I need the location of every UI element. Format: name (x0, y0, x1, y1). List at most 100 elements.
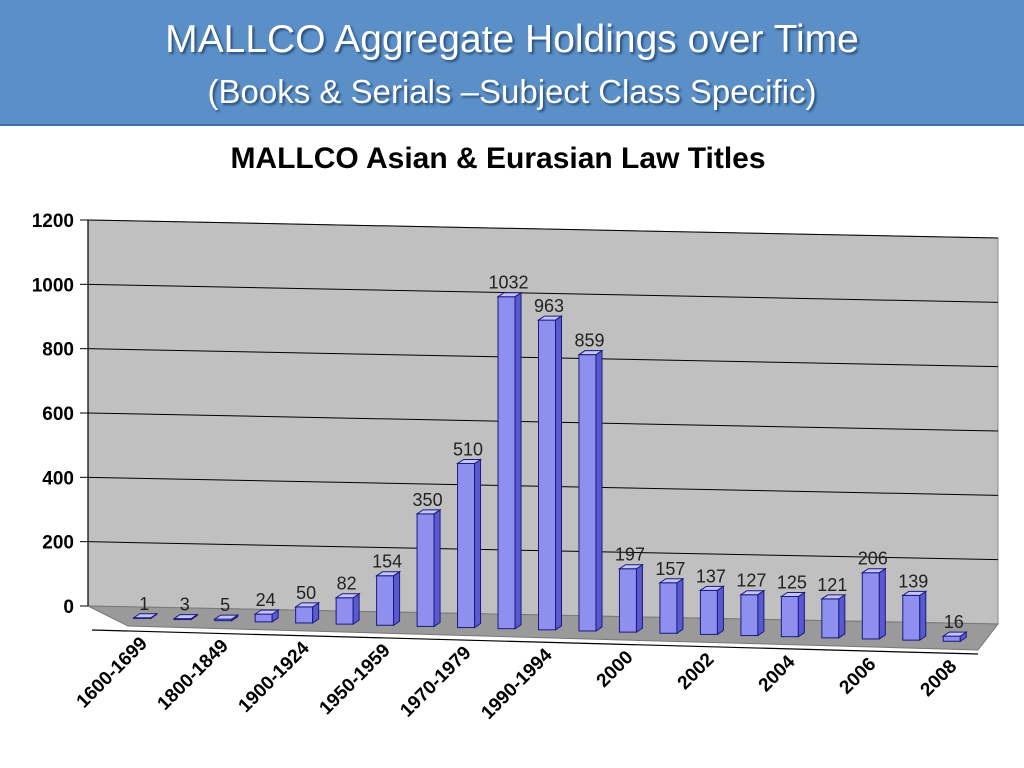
bar-top (415, 509, 442, 515)
bar (536, 315, 564, 631)
bar (213, 614, 240, 622)
bar-side (352, 592, 360, 626)
bar-top (455, 458, 483, 464)
y-tick-label: 1200 (32, 211, 74, 232)
data-label: 16 (944, 612, 964, 632)
bar-front (618, 568, 637, 633)
bar-front (335, 597, 354, 625)
bar-front (416, 513, 435, 627)
data-label: 197 (615, 545, 645, 565)
bar-top (536, 315, 564, 321)
bar-top (617, 564, 645, 570)
bar-top (132, 613, 159, 619)
bar-side (474, 458, 482, 629)
y-tick-label: 0 (63, 597, 74, 618)
bar (132, 612, 159, 620)
y-tick-label: 800 (42, 340, 74, 361)
bar-side (797, 591, 805, 638)
data-label: 157 (655, 559, 685, 579)
bar-chart: MALLCO Asian & Eurasian Law Titles 02004… (32, 142, 1000, 724)
bar (820, 593, 847, 639)
bar (698, 585, 726, 636)
bar-side (676, 577, 684, 635)
bar-top (577, 350, 604, 356)
bar-front (740, 594, 759, 637)
bar-side (878, 567, 886, 640)
bar-top (334, 593, 361, 599)
bar (172, 613, 199, 621)
y-axis: 0 200 400 600 800 1000 1200 (32, 211, 89, 618)
bar-front (821, 598, 840, 639)
x-tick-label: 2008 (917, 656, 962, 701)
bar (860, 567, 887, 640)
x-tick-label: 2000 (593, 647, 638, 692)
bar-top (172, 614, 199, 620)
data-label: 82 (337, 574, 357, 594)
bar-top (658, 578, 685, 584)
bar-top (820, 594, 847, 600)
x-tick-label: 1900-1924 (235, 638, 314, 717)
data-label: 206 (858, 549, 888, 569)
data-label: 50 (296, 583, 316, 603)
bar (334, 592, 361, 626)
bar-top (293, 602, 321, 608)
bar-front (497, 296, 516, 630)
x-tick-label: 2002 (674, 649, 719, 694)
slide-subtitle: (Books & Serials –Subject Class Specific… (207, 73, 817, 110)
bar-top (496, 292, 523, 298)
data-label: 1032 (489, 273, 529, 293)
data-label: 125 (777, 572, 807, 592)
bar (779, 591, 807, 638)
y-tick-label: 200 (42, 533, 74, 554)
bar-front (699, 589, 718, 635)
data-label: 510 (453, 439, 483, 459)
bar-top (213, 614, 240, 620)
bar-top (941, 631, 968, 637)
y-tick-label: 400 (42, 468, 74, 489)
data-label: 963 (534, 296, 564, 316)
data-label: 350 (413, 490, 443, 510)
bar-side (595, 349, 603, 632)
bar-side (555, 315, 562, 631)
y-tick-label: 1000 (32, 275, 74, 296)
x-tick-label: 1950-1959 (316, 640, 395, 719)
bar (253, 609, 280, 623)
bar-side (393, 570, 401, 627)
bar (455, 458, 483, 629)
bar-top (698, 585, 726, 591)
bar (739, 589, 766, 637)
bar (577, 349, 604, 632)
bar (658, 577, 685, 635)
bar-front (780, 595, 799, 638)
bar-front (578, 354, 597, 632)
data-label: 137 (696, 566, 726, 586)
bar-series (132, 291, 968, 643)
bar-front (861, 572, 880, 640)
bar-top (739, 590, 766, 596)
bar-side (838, 593, 846, 639)
bar (941, 631, 968, 643)
bar-side (635, 563, 643, 634)
data-label: 859 (574, 331, 604, 351)
x-tick-label: 1800-1849 (154, 636, 233, 715)
bar-front (376, 575, 395, 626)
x-tick-label: 1990-1994 (477, 644, 556, 723)
x-tick-label: 1600-1699 (73, 633, 152, 712)
gridline (87, 219, 999, 239)
bar-top (374, 571, 402, 577)
data-label: 154 (372, 552, 402, 572)
chart-area: MALLCO Asian & Eurasian Law Titles 0 200 4… (0, 126, 1024, 768)
data-label: 24 (256, 590, 276, 610)
bar (496, 291, 523, 630)
bar (415, 508, 442, 628)
data-label: 1 (139, 594, 149, 614)
data-label: 127 (736, 571, 766, 591)
x-tick-label: 2006 (836, 654, 881, 699)
x-tick-label: 2004 (755, 651, 800, 696)
bar-side (514, 291, 522, 630)
bar-front (295, 606, 314, 624)
bar-side (757, 589, 765, 637)
bar (901, 590, 928, 642)
bar-top (253, 609, 280, 615)
